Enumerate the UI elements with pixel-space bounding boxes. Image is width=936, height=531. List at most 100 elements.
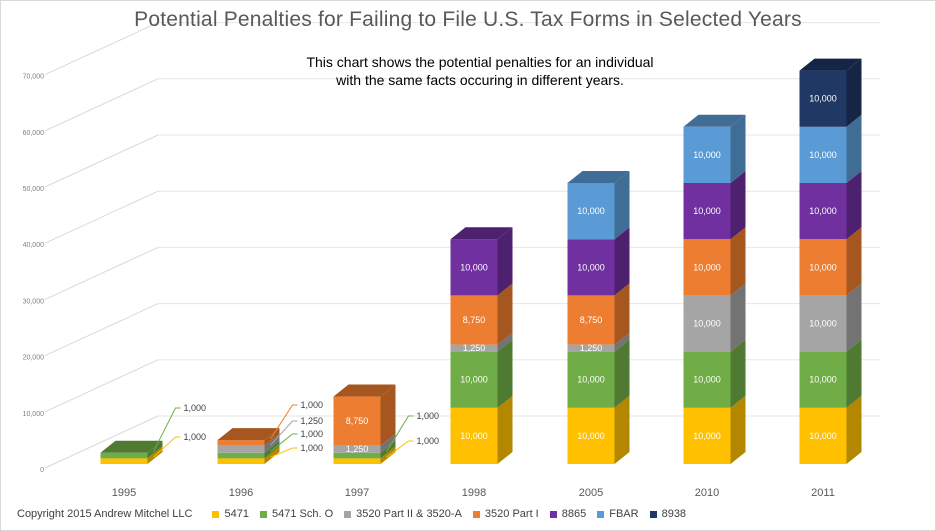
bar-segment-side	[497, 283, 513, 345]
data-label: 8,750	[463, 315, 486, 325]
chart-legend: Copyright 2015 Andrew Mitchel LLC 5471 54…	[17, 508, 697, 520]
bar-segment-side	[264, 446, 280, 464]
data-label-leader	[386, 440, 414, 458]
data-label: 1,000	[301, 400, 324, 410]
bar-segment-top	[217, 428, 280, 441]
bar-segment	[450, 351, 498, 408]
bar-segment-side	[730, 114, 746, 183]
bar-segment-side	[380, 433, 396, 453]
x-tick-label: 1997	[345, 487, 369, 499]
legend-swatch	[549, 510, 557, 518]
data-label: 8,750	[346, 416, 369, 426]
legend-swatch	[344, 510, 352, 518]
data-label: 10,000	[693, 431, 721, 441]
copyright-text: Copyright 2015 Andrew Mitchel LLC	[17, 508, 193, 520]
data-label: 8,750	[580, 315, 603, 325]
data-label: 1,250	[301, 416, 324, 426]
bar-segment-side	[846, 114, 862, 183]
y-tick-label: 50,000	[23, 186, 45, 193]
bar-segment	[799, 295, 847, 352]
gridline-diagonal	[44, 415, 159, 469]
bar-segment	[683, 183, 731, 240]
data-label: 1,250	[346, 444, 369, 454]
legend-swatch	[472, 510, 480, 518]
bar-segment-side	[730, 227, 746, 296]
bar-segment-top	[333, 384, 396, 397]
bar-segment-side	[846, 395, 862, 464]
data-label-leader	[270, 433, 298, 452]
bar-segment-side	[846, 283, 862, 352]
data-label: 10,000	[809, 431, 837, 441]
bar-segment	[683, 239, 731, 296]
chart-annotation: This chart shows the potential penalties…	[230, 53, 730, 89]
legend-item: FBAR	[597, 508, 639, 520]
data-label: 1,000	[184, 432, 207, 442]
y-tick-label: 60,000	[23, 130, 45, 137]
gridline-diagonal	[44, 246, 159, 300]
bar-segment-side	[730, 171, 746, 240]
data-label: 10,000	[460, 431, 488, 441]
data-label-leader	[270, 420, 298, 446]
legend-swatch	[597, 510, 605, 518]
data-label-leader	[386, 415, 414, 452]
bar-segment	[333, 458, 381, 464]
legend-item: 5471 Sch. O	[259, 508, 333, 520]
bar-segment	[217, 452, 265, 459]
bar-segment	[799, 126, 847, 183]
bar-segment-side	[497, 332, 513, 352]
data-label: 10,000	[693, 375, 721, 385]
bar-segment-top	[450, 227, 513, 240]
y-tick-label: 0	[40, 467, 44, 474]
data-label: 10,000	[577, 206, 605, 216]
bar-segment-side	[614, 332, 630, 352]
bar-segment	[450, 407, 498, 464]
bar-segment	[799, 183, 847, 240]
bar-segment	[450, 344, 498, 352]
legend-swatch	[649, 510, 657, 518]
data-label: 10,000	[809, 150, 837, 160]
bar-segment	[799, 351, 847, 408]
annotation-line-2: with the same facts occuring in differen…	[336, 72, 624, 88]
legend-label: FBAR	[609, 508, 639, 520]
bar-segment-side	[614, 171, 630, 240]
data-label: 10,000	[460, 262, 488, 272]
bar-segment-side	[730, 283, 746, 352]
data-label: 10,000	[809, 375, 837, 385]
bar-segment	[683, 295, 731, 352]
legend-label: 8938	[661, 508, 687, 520]
legend-label: 5471	[224, 508, 249, 520]
data-label: 1,000	[417, 436, 440, 446]
gridline-diagonal	[44, 303, 159, 357]
bar-segment-side	[846, 339, 862, 408]
y-tick-label: 70,000	[23, 74, 45, 81]
bar-segment	[567, 344, 615, 352]
bar-segment	[450, 295, 498, 345]
bar-segment	[333, 396, 381, 446]
bar-segment-side	[614, 227, 630, 296]
bar-segment	[100, 458, 148, 464]
data-label: 1,000	[301, 429, 324, 439]
data-label: 1,250	[580, 343, 603, 353]
bar-segment	[333, 452, 381, 459]
legend-item: 8865	[549, 508, 586, 520]
bar-segment-side	[497, 227, 513, 296]
bar-segment-side	[614, 395, 630, 464]
bar-segment	[567, 183, 615, 240]
data-label: 10,000	[460, 375, 488, 385]
gridline-diagonal	[44, 22, 159, 76]
data-label-leader	[270, 404, 298, 440]
data-label: 10,000	[577, 262, 605, 272]
data-label: 1,000	[301, 443, 324, 453]
bar-segment	[450, 239, 498, 296]
bar-segment-side	[730, 339, 746, 408]
data-label-leader	[153, 436, 181, 458]
y-tick-label: 30,000	[23, 298, 45, 305]
bar-segment-side	[614, 339, 630, 408]
bar-segment-side	[846, 171, 862, 240]
bar-segment	[799, 70, 847, 127]
bar-segment	[100, 452, 148, 459]
bar-segment-side	[846, 227, 862, 296]
x-tick-label: 1998	[462, 487, 486, 499]
legend-label: 3520 Part I	[484, 508, 539, 520]
